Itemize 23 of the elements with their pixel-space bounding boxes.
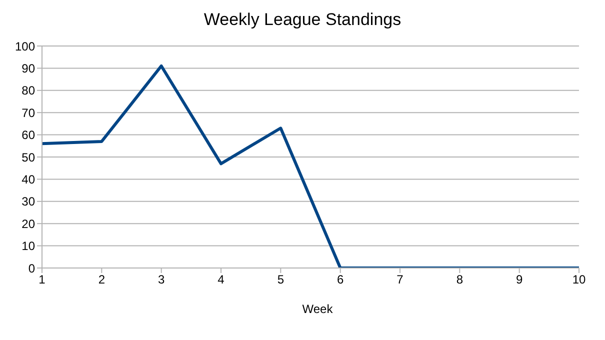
y-tick-label: 20 xyxy=(22,216,36,231)
y-tick-label: 40 xyxy=(22,172,36,186)
x-tick-label: 1 xyxy=(38,272,46,287)
y-tick-label: 30 xyxy=(22,194,36,209)
x-tick-label: 3 xyxy=(158,272,165,287)
y-tick-label: 60 xyxy=(22,128,36,142)
y-tick-label: 0 xyxy=(28,261,36,276)
x-tick-label: 6 xyxy=(336,272,344,287)
y-tick-label: 50 xyxy=(22,150,36,164)
y-tick-label: 10 xyxy=(22,239,36,254)
y-tick-label: 100 xyxy=(14,39,36,54)
x-tick-label: 10 xyxy=(572,272,586,287)
x-tick-label: 8 xyxy=(456,272,464,287)
y-tick-label: 90 xyxy=(22,61,36,76)
x-axis-title: Week xyxy=(301,302,334,316)
x-tick-label: 4 xyxy=(218,272,225,287)
x-tick-label: 2 xyxy=(98,272,106,287)
y-tick-label: 80 xyxy=(22,84,36,98)
chart-title: Weekly League Standings xyxy=(202,10,402,31)
x-tick-label: 7 xyxy=(396,272,404,287)
x-tick-label: 5 xyxy=(277,272,284,287)
x-tick-label: 9 xyxy=(516,272,523,287)
y-tick-label: 70 xyxy=(22,106,36,120)
